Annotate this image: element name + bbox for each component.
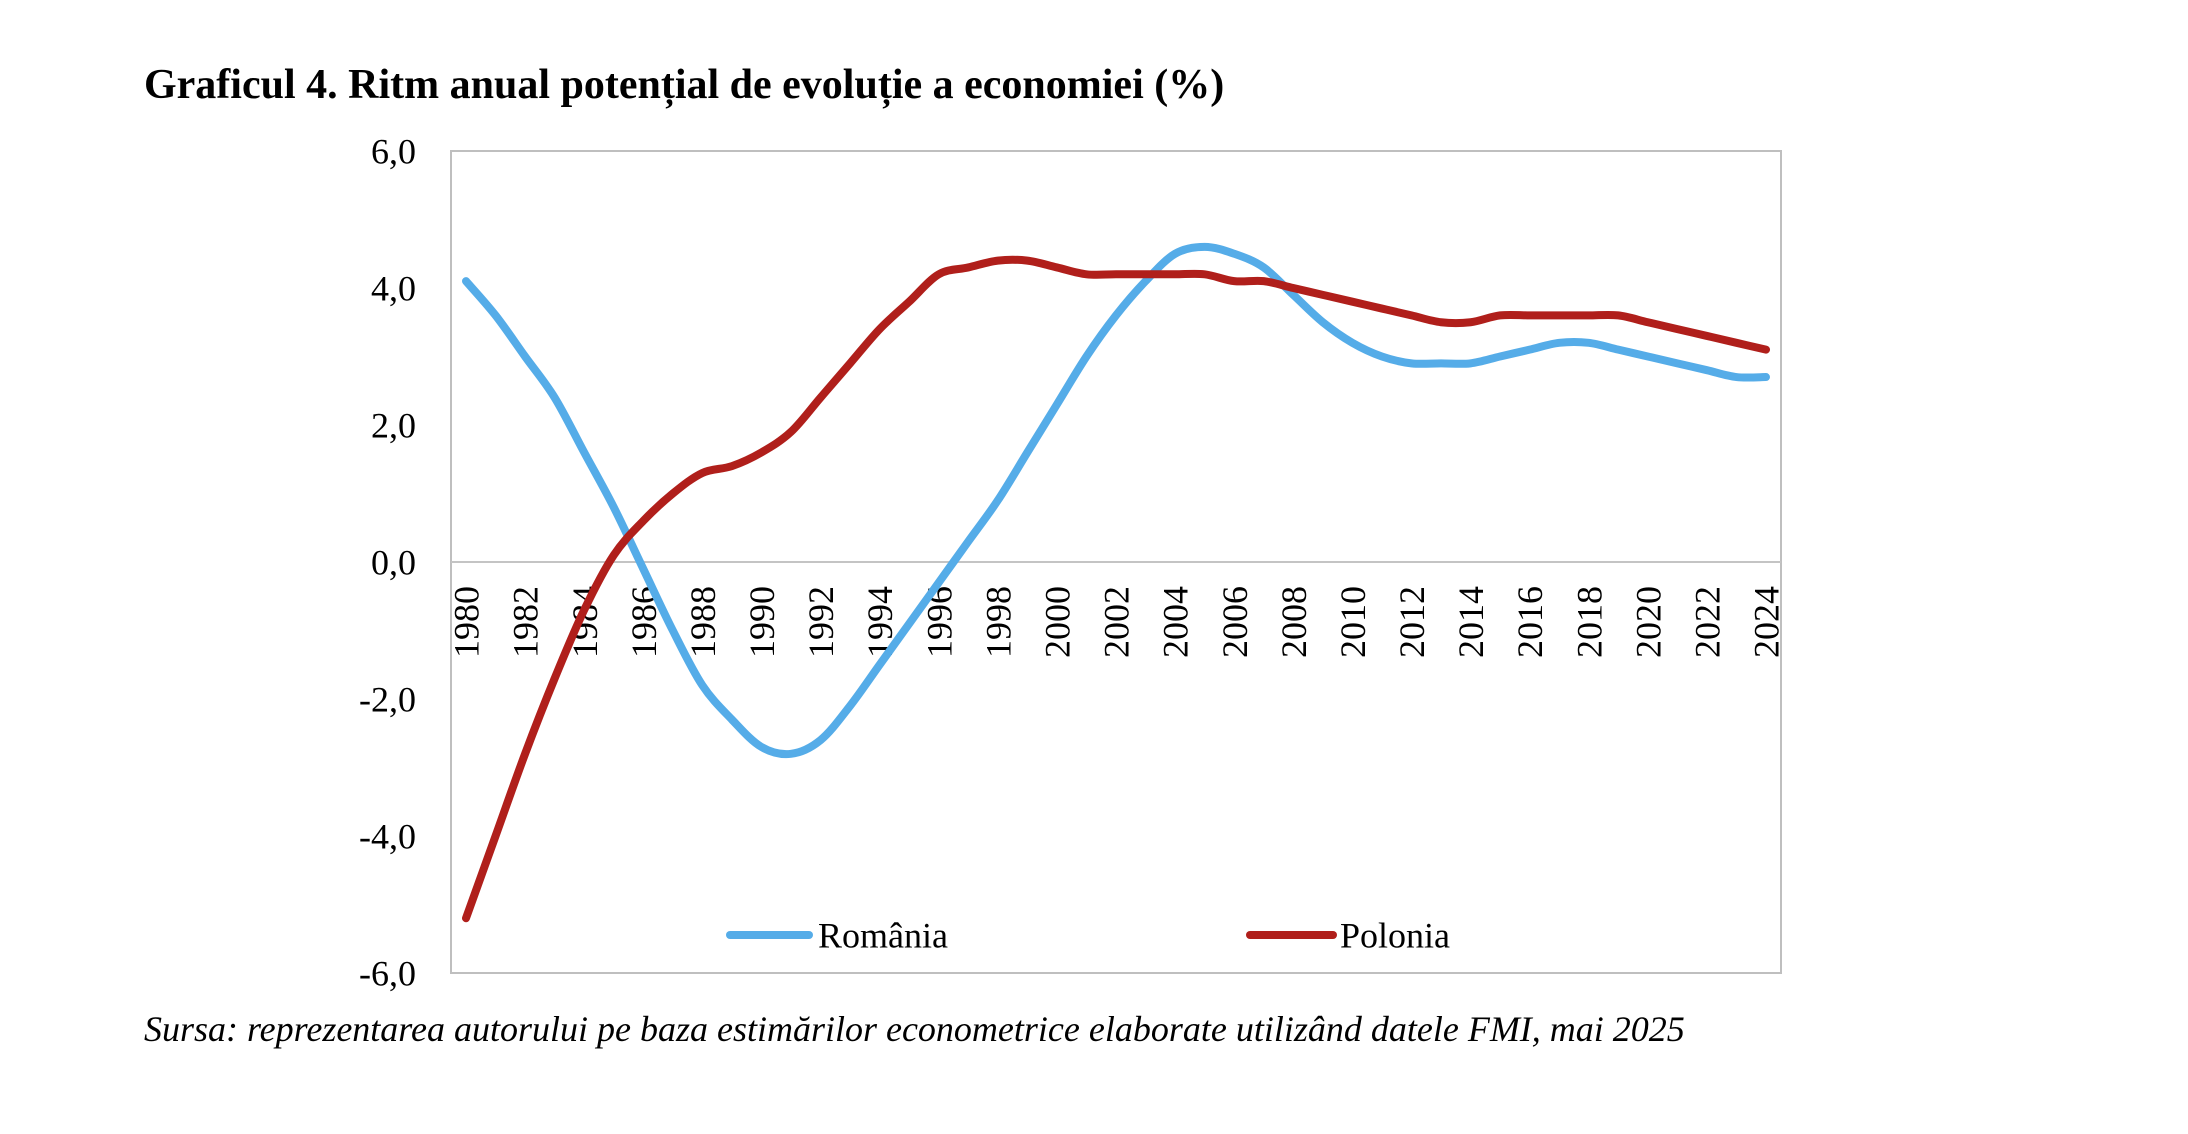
y-tick-label: 4,0: [371, 269, 416, 309]
x-tick-label: 1998: [978, 586, 1018, 658]
chart-title: Graficul 4. Ritm anual potențial de evol…: [144, 62, 1225, 108]
legend-label-romania: România: [818, 916, 948, 956]
x-tick-label: 1992: [801, 586, 841, 658]
x-tick-label: 2006: [1215, 586, 1255, 658]
x-tick-label: 1982: [506, 586, 546, 658]
y-axis: 6,0 4,0 2,0 0,0 -2,0 -4,0 -6,0: [359, 132, 416, 994]
y-tick-label: -4,0: [359, 817, 416, 857]
legend: România Polonia: [726, 916, 1450, 956]
y-tick-label: 6,0: [371, 132, 416, 172]
series-line-polonia: [462, 255, 1770, 923]
y-tick-label: 0,0: [371, 543, 416, 583]
source-note: Sursa: reprezentarea autorului pe baza e…: [144, 1009, 1685, 1049]
x-tick-label: 2008: [1274, 586, 1314, 658]
legend-label-polonia: Polonia: [1340, 916, 1450, 956]
x-axis: 1980 1982 1984 1986 1988 1990 1992 1994 1996 1998…: [447, 586, 1787, 658]
x-tick-label: 2016: [1510, 586, 1550, 658]
x-tick-label: 2024: [1747, 586, 1787, 658]
x-tick-label: 1990: [742, 586, 782, 658]
plot-area: [450, 150, 1782, 974]
x-tick-label: 2012: [1392, 586, 1432, 658]
x-tick-label: 2010: [1333, 586, 1373, 658]
x-tick-label: 2004: [1156, 586, 1196, 658]
x-tick-label: 2014: [1451, 586, 1491, 658]
x-tick-label: 2022: [1688, 586, 1728, 658]
y-tick-label: -6,0: [359, 954, 416, 994]
x-tick-label: 2020: [1628, 586, 1668, 658]
y-tick-label: -2,0: [359, 680, 416, 720]
y-tick-label: 2,0: [371, 406, 416, 446]
x-tick-label: 1988: [683, 586, 723, 658]
x-tick-label: 2000: [1038, 586, 1078, 658]
x-tick-label: 2018: [1569, 586, 1609, 658]
series-layer: [462, 242, 1770, 923]
series-line-romania: [462, 242, 1770, 759]
x-tick-label: 1980: [447, 586, 487, 658]
x-tick-label: 2002: [1097, 586, 1137, 658]
